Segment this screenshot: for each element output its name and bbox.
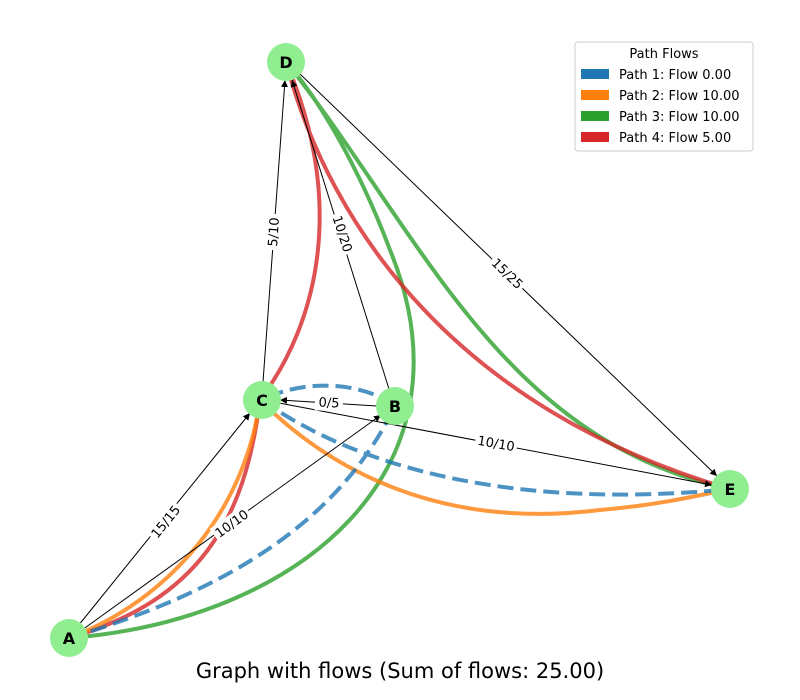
node-d: D — [267, 43, 305, 81]
graph-title: Graph with flows (Sum of flows: 25.00) — [196, 659, 604, 683]
legend-item-path-4: Path 4: Flow 5.00 — [581, 131, 731, 146]
edge-label-c-e: 10/10 — [476, 434, 516, 455]
path-2-flow — [68, 395, 732, 640]
edge-label-c-d: 5/10 — [266, 217, 283, 247]
node-c: C — [243, 381, 281, 419]
legend-title: Path Flows — [629, 47, 698, 62]
legend-label-path-2: Path 2: Flow 10.00 — [619, 89, 740, 104]
legend-label-path-3: Path 3: Flow 10.00 — [619, 110, 740, 125]
edges-layer — [77, 72, 718, 631]
node-a: A — [50, 619, 88, 657]
legend-label-path-1: Path 1: Flow 0.00 — [619, 68, 731, 83]
legend-item-path-3: Path 3: Flow 10.00 — [581, 110, 740, 125]
path-3-flow — [68, 60, 732, 640]
node-d-label: D — [279, 53, 292, 72]
legend: Path Flows Path 1: Flow 0.00 Path 2: Flo… — [574, 41, 754, 152]
node-a-label: A — [63, 629, 76, 648]
edge-label-b-c: 0/5 — [318, 395, 340, 411]
node-e: E — [711, 470, 749, 508]
node-c-label: C — [256, 391, 268, 410]
legend-label-path-4: Path 4: Flow 5.00 — [619, 131, 731, 146]
node-b-label: B — [389, 397, 401, 416]
path-1-flow — [68, 383, 732, 640]
node-b: B — [376, 387, 414, 425]
legend-item-path-1: Path 1: Flow 0.00 — [581, 68, 731, 83]
legend-item-path-2: Path 2: Flow 10.00 — [581, 89, 740, 104]
nodes-layer: A B C D E — [50, 43, 749, 657]
node-e-label: E — [725, 480, 736, 499]
